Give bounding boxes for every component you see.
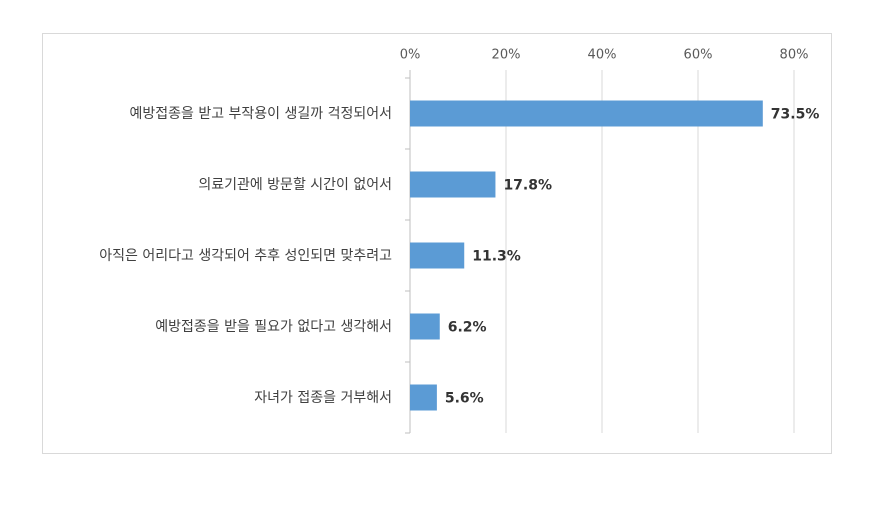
category-label-box: 아직은 어리다고 생각되어 추후 성인되면 맞추려고 — [99, 220, 392, 291]
y-tick-label: 예방접종을 받을 필요가 없다고 생각해서 — [155, 318, 392, 335]
category-label-box: 의료기관에 방문할 시간이 없어서 — [198, 149, 392, 220]
x-tick-label: 80% — [780, 48, 809, 63]
value-label: 17.8% — [503, 178, 552, 194]
y-tick-label: 자녀가 접종을 거부해서 — [254, 389, 392, 406]
x-tick-label: 40% — [588, 48, 617, 63]
value-label: 6.2% — [448, 320, 487, 336]
category-label-box: 자녀가 접종을 거부해서 — [254, 362, 392, 433]
x-tick-label: 20% — [492, 48, 521, 63]
category-label-box: 예방접종을 받을 필요가 없다고 생각해서 — [155, 291, 392, 362]
y-tick-label: 의료기관에 방문할 시간이 없어서 — [198, 176, 392, 193]
value-label: 11.3% — [472, 249, 521, 265]
bar — [410, 100, 763, 127]
bar — [410, 313, 440, 340]
bar — [410, 384, 437, 411]
x-tick-label: 0% — [400, 48, 421, 63]
value-label: 5.6% — [445, 391, 484, 407]
y-tick-label: 아직은 어리다고 생각되어 추후 성인되면 맞추려고 — [99, 247, 392, 264]
value-label: 73.5% — [771, 107, 820, 123]
bar — [410, 242, 465, 269]
bar — [410, 171, 496, 198]
chart-frame — [42, 33, 832, 454]
x-tick-label: 60% — [684, 48, 713, 63]
y-tick-label: 예방접종을 받고 부작용이 생길까 걱정되어서 — [129, 105, 392, 122]
category-label-box: 예방접종을 받고 부작용이 생길까 걱정되어서 — [129, 78, 392, 149]
